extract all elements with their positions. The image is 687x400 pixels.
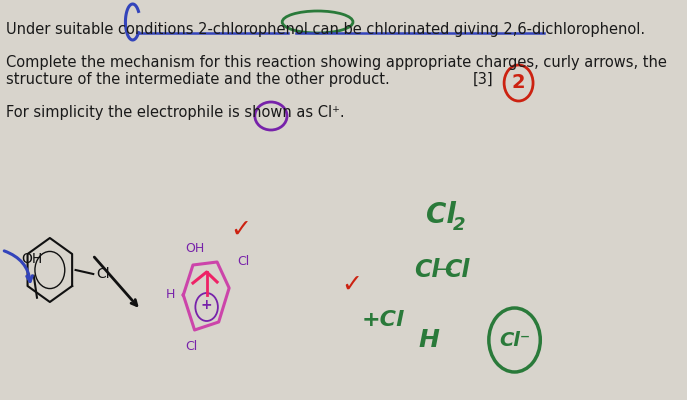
Text: Cl: Cl (426, 201, 456, 229)
Text: H: H (166, 288, 175, 302)
Text: +: + (201, 298, 212, 312)
Text: 2: 2 (512, 74, 526, 92)
Text: Cl: Cl (96, 267, 110, 281)
Text: Under suitable conditions 2-chlorophenol can be chlorinated giving 2,6-dichlorop: Under suitable conditions 2-chlorophenol… (6, 22, 646, 37)
Text: Cl: Cl (237, 255, 249, 268)
Text: OH: OH (21, 252, 43, 266)
Text: ✓: ✓ (341, 273, 363, 297)
Text: —: — (433, 260, 452, 280)
Text: Cl: Cl (414, 258, 440, 282)
Text: Cl: Cl (185, 340, 197, 353)
Text: For simplicity the electrophile is shown as Cl⁺.: For simplicity the electrophile is shown… (6, 105, 345, 120)
Text: Cl: Cl (444, 258, 469, 282)
Text: structure of the intermediate and the other product.: structure of the intermediate and the ot… (6, 72, 390, 87)
Text: ✓: ✓ (231, 218, 251, 242)
Text: H: H (418, 328, 439, 352)
Text: [3]: [3] (473, 72, 493, 87)
Text: 2: 2 (453, 216, 465, 234)
Text: Complete the mechanism for this reaction showing appropriate charges, curly arro: Complete the mechanism for this reaction… (6, 55, 667, 70)
Text: +Cl: +Cl (362, 310, 405, 330)
Text: Cl⁻: Cl⁻ (499, 330, 530, 350)
Text: OH: OH (185, 242, 204, 255)
